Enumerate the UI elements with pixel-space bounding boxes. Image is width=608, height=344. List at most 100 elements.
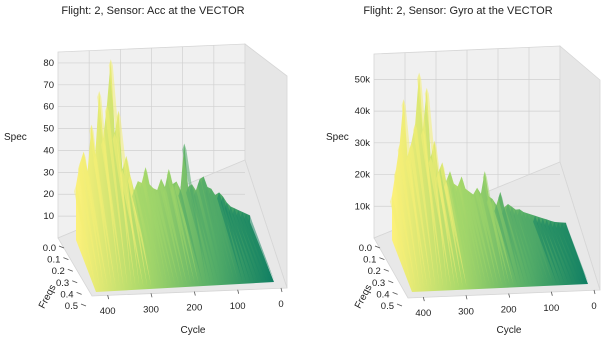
surface-peak [451, 183, 475, 288]
surface-peak [390, 195, 412, 290]
z-axis-label: Spec [4, 132, 27, 143]
surface-peak [132, 190, 156, 287]
surface-peak [104, 105, 128, 289]
y-tick-mark [67, 268, 73, 272]
y-tick-mark [392, 292, 398, 295]
y-tick-label: 0.3 [372, 278, 385, 289]
z-tick-label: 50k [355, 74, 371, 85]
surface-peak [224, 202, 251, 282]
z-tick-label: 10 [43, 211, 54, 222]
surface-peak [413, 123, 436, 289]
surface-peak [548, 220, 573, 283]
surface-peak [101, 138, 124, 289]
surface-peak [467, 191, 491, 287]
surface-peak [405, 156, 428, 290]
surface-peak [428, 157, 452, 289]
x-tick-label: 400 [415, 308, 431, 319]
x-tick-label: 200 [186, 303, 202, 314]
chart-title: Flight: 2, Sensor: Acc at the VECTOR [61, 5, 244, 17]
surface-peak [560, 222, 585, 283]
z-tick-label: 30k [355, 138, 371, 149]
surface-peak [521, 212, 545, 284]
x-ticks: 0 100 200 300 400 [415, 289, 597, 319]
surface-peak [436, 172, 459, 288]
surface-peak [463, 188, 487, 287]
surface-peak [490, 199, 514, 286]
surface-peak [533, 215, 557, 284]
surface-peak [502, 207, 526, 285]
surface-peak [240, 211, 267, 281]
surface-peak [178, 189, 203, 284]
surface-peak [448, 171, 471, 288]
surface-peak [120, 169, 144, 288]
surface-peak [228, 206, 255, 282]
x-tick-mark [508, 293, 511, 298]
surface-peak [174, 181, 199, 285]
y-tick-mark [63, 257, 69, 260]
surface-peak [244, 213, 270, 281]
surface-peak [197, 179, 223, 283]
y-tick-label: 0.2 [52, 266, 65, 277]
x-tick-label: 100 [543, 303, 559, 314]
surface-peak [74, 185, 96, 290]
surface-peak [506, 204, 530, 285]
surface-peak [393, 169, 416, 290]
y-tick-mark [383, 268, 389, 272]
surface-peak [564, 222, 588, 282]
surface-peak [186, 186, 211, 284]
surface-peak [85, 171, 108, 290]
x-tick-label: 400 [100, 306, 116, 317]
y-tick-label: 0.2 [368, 266, 381, 277]
surface-peak [509, 206, 534, 285]
surface-peak [155, 190, 180, 286]
z-tick-label: 40 [43, 145, 54, 156]
z-tick-label: 60 [43, 102, 54, 113]
y-tick-label: 0.4 [60, 289, 73, 300]
surface-peak [529, 214, 553, 284]
y-ticks: 0.00.10.20.30.40.5 [359, 243, 403, 312]
surface [74, 59, 274, 293]
surface-peak [135, 181, 160, 287]
z-tick-label: 40k [355, 106, 371, 117]
surface-peak [147, 184, 172, 286]
x-tick-label: 0 [591, 301, 596, 312]
y-tick-mark [72, 280, 78, 284]
surface-peak [220, 196, 247, 282]
surface-peak [77, 163, 100, 290]
y-tick-label: 0.3 [56, 278, 69, 289]
surface-peak [459, 176, 483, 287]
surface-peak [420, 129, 444, 289]
surface-peak [475, 187, 498, 287]
surface-peak [455, 186, 479, 287]
y-tick-mark [388, 280, 394, 284]
y-tick-label: 0.1 [47, 255, 60, 266]
x-ticks: 0 100 200 300 400 [100, 287, 284, 317]
y-tick-label: 0.5 [65, 301, 78, 312]
surface-peak [471, 194, 495, 287]
y-tick-label: 0.4 [376, 289, 389, 300]
surface [390, 72, 588, 292]
surface-peak [193, 190, 219, 284]
surface-peak [151, 188, 176, 286]
z-tick-label: 20 [43, 189, 54, 200]
z-tick-label: 50 [43, 124, 54, 135]
x-tick-mark [465, 295, 468, 300]
chart-title: Flight: 2, Sensor: Gyro at the VECTOR [363, 5, 552, 17]
surface-peak [517, 209, 542, 285]
surface-peak [139, 182, 164, 287]
z-tick-label: 70 [43, 80, 54, 91]
y-tick-mark [76, 292, 82, 295]
z-tick-label: 20k [355, 170, 371, 181]
x-tick-label: 300 [143, 304, 159, 315]
x-axis-label: Cycle [496, 325, 521, 336]
y-axis-label: Freqs [353, 283, 375, 311]
surface-peak [409, 143, 432, 290]
surface-peak [201, 176, 227, 283]
surface-peak [248, 215, 274, 280]
surface-peak [159, 178, 183, 286]
x-tick-mark [280, 287, 283, 293]
x-axis-label: Cycle [180, 325, 205, 336]
surface-peak [486, 196, 510, 286]
